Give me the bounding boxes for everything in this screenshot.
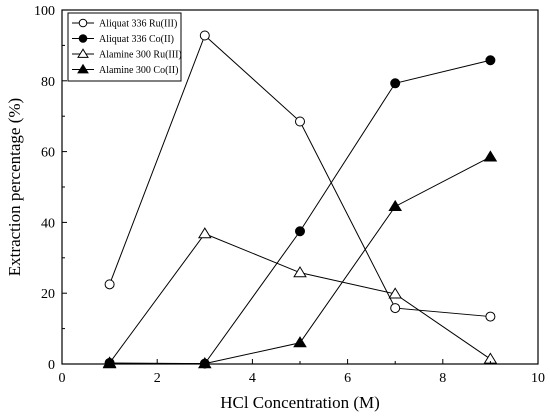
y-tick-label: 100 [34, 4, 55, 19]
data-point [293, 266, 307, 278]
data-point [390, 78, 401, 89]
y-tick-label: 80 [41, 75, 55, 90]
legend-marker [77, 63, 89, 74]
y-tick-label: 40 [41, 216, 55, 231]
x-tick-label: 0 [59, 371, 66, 386]
y-axis-title: Extraction percentage (%) [5, 98, 24, 276]
y-tick-label: 60 [41, 146, 55, 161]
data-point [104, 279, 115, 290]
legend-entry: Alamine 300 Ru(III) [72, 48, 182, 61]
legend-marker [77, 48, 89, 58]
data-point [390, 303, 401, 314]
series-line-alamine-300-co-ii [109, 156, 491, 365]
x-tick-label: 4 [249, 371, 256, 386]
plot-content [102, 30, 498, 369]
data-point [198, 227, 212, 239]
legend-label: Aliquat 336 Ru(III) [99, 19, 177, 30]
legend: Aliquat 336 Ru(III) Aliquat 336 Co(II) Ala… [67, 12, 182, 82]
legend-marker [78, 18, 88, 28]
legend-entry: Aliquat 336 Ru(III) [72, 19, 177, 30]
data-point [293, 336, 307, 348]
data-point [485, 55, 496, 66]
x-tick-label: 2 [154, 371, 161, 386]
series-alamine-300-co-ii [102, 150, 498, 369]
series-aliquat-336-co-ii [104, 55, 496, 369]
series-aliquat-336-ru-iii [104, 30, 496, 322]
data-point [388, 199, 402, 212]
legend-entry: Aliquat 336 Co(II) [72, 34, 174, 45]
legend-label: Alamine 300 Ru(III) [99, 50, 182, 61]
data-point [485, 311, 496, 322]
x-tick-label: 10 [531, 371, 545, 386]
x-tick-label: 6 [344, 371, 351, 386]
data-point [199, 30, 210, 41]
legend-label: Aliquat 336 Co(II) [99, 34, 174, 45]
data-point [295, 116, 305, 127]
legend-entry: Alamine 300 Co(II) [72, 63, 178, 76]
y-tick-label: 20 [41, 287, 55, 302]
legend-marker [78, 34, 88, 43]
series-line-aliquat-336-co-ii [109, 59, 491, 365]
data-point [295, 226, 305, 237]
legend-label: Alamine 300 Co(II) [99, 65, 178, 76]
x-axis-title: HCl Concentration (M) [220, 393, 380, 412]
data-point [388, 287, 402, 299]
x-tick-label: 8 [439, 371, 446, 386]
y-tick-label: 0 [48, 358, 55, 373]
data-point [483, 150, 498, 162]
